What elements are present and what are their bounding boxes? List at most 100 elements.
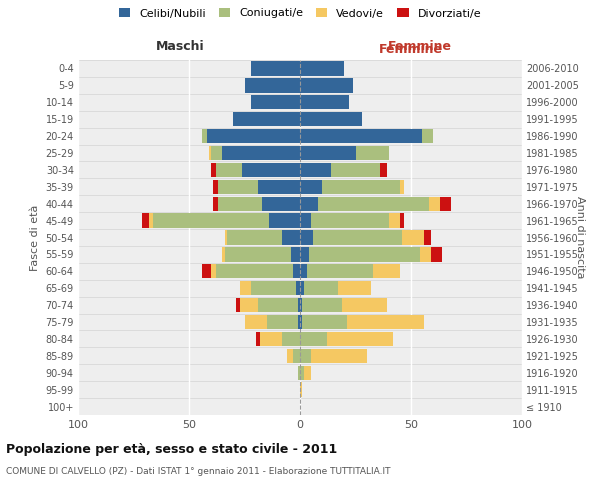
Bar <box>300 315 302 329</box>
Bar <box>251 62 300 76</box>
Bar <box>282 230 300 244</box>
Bar <box>298 298 300 312</box>
Bar <box>400 214 404 228</box>
Text: Femmine: Femmine <box>388 40 452 52</box>
Text: Femmine: Femmine <box>379 44 443 57</box>
Bar <box>218 180 258 194</box>
Legend: Celibi/Nubili, Coniugati/e, Vedovi/e, Divorziati/e: Celibi/Nubili, Coniugati/e, Vedovi/e, Di… <box>119 8 481 18</box>
Bar <box>242 162 300 177</box>
Bar <box>211 146 223 160</box>
Bar <box>300 382 302 397</box>
Bar <box>207 129 300 144</box>
Bar <box>214 180 218 194</box>
Bar <box>326 332 393 346</box>
Bar <box>302 298 342 312</box>
Bar <box>154 214 269 228</box>
Bar <box>422 129 433 144</box>
Bar <box>214 196 218 211</box>
Bar <box>149 214 154 228</box>
Bar <box>380 162 386 177</box>
Bar <box>300 146 356 160</box>
Bar <box>331 162 380 177</box>
Bar <box>240 281 251 295</box>
Bar <box>215 162 242 177</box>
Bar <box>300 348 311 363</box>
Bar <box>318 196 429 211</box>
Bar <box>256 332 260 346</box>
Bar <box>309 247 420 262</box>
Bar <box>302 315 347 329</box>
Bar <box>269 214 300 228</box>
Bar <box>215 264 293 278</box>
Bar <box>282 332 300 346</box>
Bar <box>300 281 304 295</box>
Y-axis label: Anni di nascita: Anni di nascita <box>575 196 584 279</box>
Bar <box>420 247 431 262</box>
Bar <box>218 196 262 211</box>
Bar <box>389 214 400 228</box>
Text: Maschi: Maschi <box>155 40 205 52</box>
Bar <box>211 162 215 177</box>
Bar <box>429 196 440 211</box>
Bar <box>440 196 451 211</box>
Bar <box>293 264 300 278</box>
Bar <box>300 180 322 194</box>
Bar <box>258 180 300 194</box>
Bar <box>322 180 400 194</box>
Bar <box>209 146 211 160</box>
Bar <box>424 230 431 244</box>
Bar <box>262 196 300 211</box>
Bar <box>287 348 293 363</box>
Bar <box>142 214 149 228</box>
Bar <box>245 78 300 92</box>
Bar <box>311 348 367 363</box>
Y-axis label: Fasce di età: Fasce di età <box>30 204 40 270</box>
Bar <box>296 281 300 295</box>
Bar <box>300 78 353 92</box>
Bar <box>300 95 349 110</box>
Bar <box>300 162 331 177</box>
Bar <box>311 214 389 228</box>
Text: COMUNE DI CALVELLO (PZ) - Dati ISTAT 1° gennaio 2011 - Elaborazione TUTTITALIA.I: COMUNE DI CALVELLO (PZ) - Dati ISTAT 1° … <box>6 468 391 476</box>
Bar <box>300 366 304 380</box>
Bar <box>347 315 424 329</box>
Bar <box>431 247 442 262</box>
Bar <box>356 146 389 160</box>
Bar <box>342 298 386 312</box>
Bar <box>304 281 338 295</box>
Bar <box>300 264 307 278</box>
Bar <box>300 112 362 126</box>
Bar <box>400 180 404 194</box>
Bar <box>233 112 300 126</box>
Text: Popolazione per età, sesso e stato civile - 2011: Popolazione per età, sesso e stato civil… <box>6 442 337 456</box>
Bar <box>402 230 424 244</box>
Bar <box>300 298 302 312</box>
Bar <box>223 247 224 262</box>
Bar <box>258 298 298 312</box>
Bar <box>223 146 300 160</box>
Bar <box>300 247 309 262</box>
Bar <box>224 247 291 262</box>
Bar <box>227 230 282 244</box>
Bar <box>313 230 402 244</box>
Bar <box>251 281 296 295</box>
Bar <box>224 230 227 244</box>
Bar <box>298 366 300 380</box>
Bar <box>338 281 371 295</box>
Bar <box>211 264 215 278</box>
Bar <box>304 366 311 380</box>
Bar <box>300 196 318 211</box>
Bar <box>245 315 267 329</box>
Bar <box>240 298 258 312</box>
Bar <box>260 332 282 346</box>
Bar <box>300 230 313 244</box>
Bar <box>300 332 326 346</box>
Bar <box>298 315 300 329</box>
Bar <box>307 264 373 278</box>
Bar <box>236 298 240 312</box>
Bar <box>202 129 207 144</box>
Bar <box>373 264 400 278</box>
Bar <box>251 95 300 110</box>
Bar <box>300 62 344 76</box>
Bar <box>291 247 300 262</box>
